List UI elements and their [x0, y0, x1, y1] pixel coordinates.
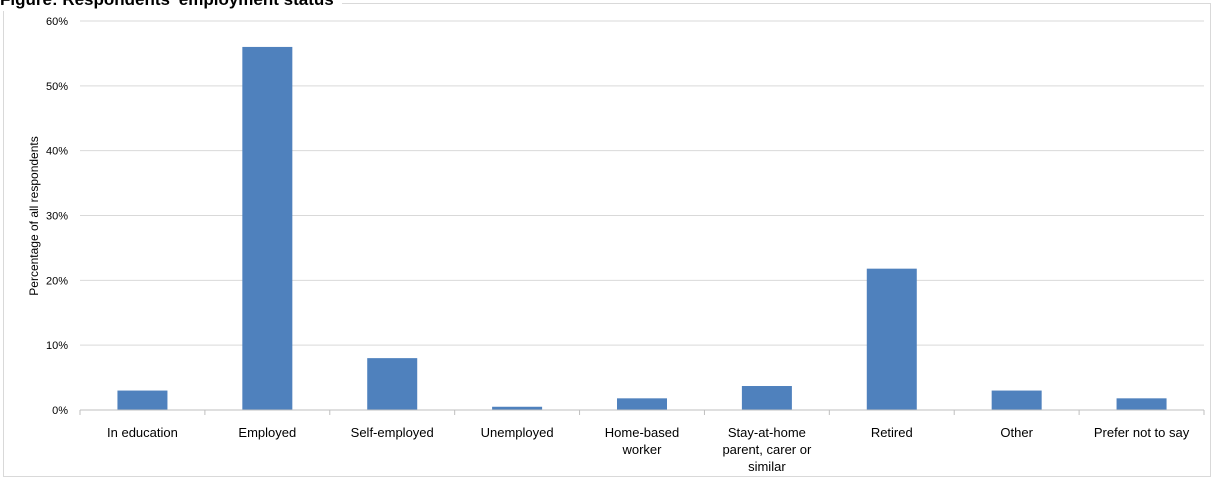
- bar: [367, 358, 418, 410]
- x-tick-label: Stay-at-home parent, carer or similar: [722, 425, 812, 474]
- bars: [117, 46, 1167, 410]
- y-axis-title: Percentage of all respondents: [27, 136, 41, 295]
- y-tick-label: 50%: [46, 81, 68, 93]
- bar: [492, 406, 543, 410]
- bar: [741, 386, 792, 410]
- bar: [242, 46, 293, 410]
- x-tick-label: Home-based worker: [605, 425, 679, 457]
- bar: [117, 390, 168, 410]
- y-tick-label: 60%: [46, 16, 68, 28]
- y-tick-label: 10%: [46, 340, 68, 352]
- y-tick-label: 0%: [52, 405, 68, 417]
- x-tick-label: Employed: [238, 425, 296, 440]
- bar: [866, 268, 917, 410]
- x-tick-label: Prefer not to say: [1094, 425, 1190, 440]
- page-title: Figure: Respondents' employment status: [0, 0, 342, 11]
- axes: 0% 10% 20% 30% 40% 50% 60% In education Employed…: [46, 16, 1205, 474]
- x-tick-label: Self-employed: [351, 425, 434, 440]
- y-tick-label: 40%: [46, 146, 68, 158]
- bar: [991, 390, 1042, 410]
- bar: [617, 398, 667, 410]
- x-tick-label: Unemployed: [481, 425, 554, 440]
- x-tick-label: In education: [107, 425, 178, 440]
- x-tick-label: Retired: [871, 425, 913, 440]
- y-tick-label: 30%: [46, 211, 68, 223]
- bar: [1116, 398, 1167, 410]
- y-tick-label: 20%: [46, 275, 68, 287]
- x-tick-label: Other: [1000, 425, 1033, 440]
